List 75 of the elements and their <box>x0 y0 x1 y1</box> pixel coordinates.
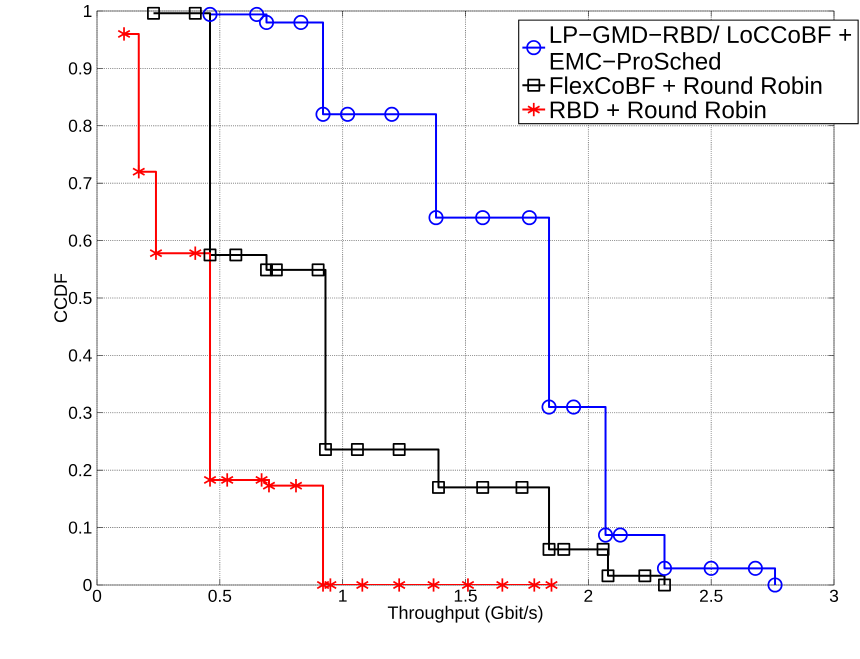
y-tick-label: 0.7 <box>68 177 92 190</box>
y-tick-label: 0.5 <box>68 292 92 304</box>
x-tick-label: 1 <box>339 590 347 602</box>
point <box>188 6 202 20</box>
y-tick-label: 0.8 <box>68 120 92 132</box>
point <box>426 577 440 593</box>
y-tick-label: 0 <box>83 578 92 592</box>
point <box>132 164 146 180</box>
point <box>289 478 303 494</box>
point <box>428 210 444 226</box>
point <box>149 246 163 261</box>
x-tick-label: 1.5 <box>454 590 477 602</box>
point <box>324 577 338 593</box>
point <box>528 577 541 593</box>
x-tick-label: 3 <box>830 590 838 602</box>
point <box>293 14 308 30</box>
point <box>598 528 614 543</box>
legend-label: LP−GMD−RBD/ LoCCoBF + EMC−ProSched <box>550 25 852 70</box>
y-tick-label: 1 <box>84 5 92 17</box>
point <box>496 577 509 593</box>
point <box>704 560 719 576</box>
point <box>258 14 274 30</box>
point <box>312 263 325 276</box>
point <box>476 480 490 494</box>
point <box>658 578 671 592</box>
y-axis-title: CCDF <box>54 274 68 322</box>
point <box>384 106 400 122</box>
point <box>748 560 763 576</box>
point <box>392 443 406 456</box>
point <box>204 248 216 262</box>
y-tick-label: 0.6 <box>68 234 92 247</box>
point <box>315 106 331 122</box>
x-tick-label: 0.5 <box>208 590 232 602</box>
point <box>656 560 672 576</box>
y-tick-label: 0.9 <box>68 62 92 75</box>
point <box>516 480 528 494</box>
point <box>220 472 234 488</box>
legend-label: RBD + Round Robin <box>550 100 766 118</box>
point <box>768 577 783 593</box>
point <box>356 577 369 593</box>
point <box>202 6 218 22</box>
point <box>602 569 614 582</box>
point <box>638 569 652 582</box>
point <box>392 577 406 593</box>
point <box>596 542 610 556</box>
x-tick-label: 2 <box>584 590 592 602</box>
point <box>249 6 264 22</box>
point <box>541 400 557 415</box>
point <box>188 246 202 261</box>
point <box>262 478 276 494</box>
point <box>340 106 356 122</box>
point <box>117 26 131 42</box>
point <box>319 443 332 456</box>
x-tick-label: 0 <box>92 590 102 602</box>
x-tick-label: 2.5 <box>700 590 722 602</box>
point <box>612 528 628 543</box>
point <box>557 542 570 556</box>
point <box>432 480 445 494</box>
y-tick-label: 0.3 <box>68 406 92 419</box>
legend-label: FlexCoBF + Round Robin <box>550 76 822 94</box>
point <box>254 472 268 488</box>
x-axis-title: Throughput (Gbit/s) <box>388 606 542 623</box>
y-tick-label: 0.2 <box>68 464 92 476</box>
point <box>350 443 364 456</box>
point <box>270 263 283 276</box>
y-tick-label: 0.4 <box>68 349 92 362</box>
point <box>522 210 537 226</box>
point <box>229 248 242 262</box>
point <box>147 6 160 20</box>
point <box>260 263 273 276</box>
point <box>544 577 558 593</box>
point <box>475 210 490 226</box>
point <box>542 542 556 556</box>
point <box>566 400 582 415</box>
y-tick-label: 0.1 <box>68 521 92 534</box>
